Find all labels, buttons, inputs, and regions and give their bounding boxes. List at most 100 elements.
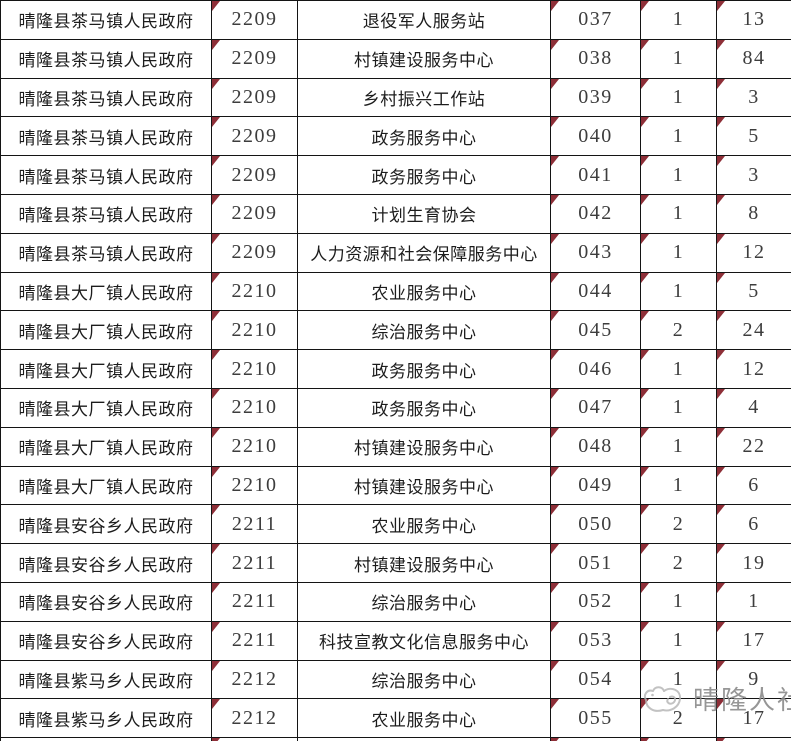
- table-row: 晴隆县紫马乡人民政府 2212 综治服务中心 054 1 9: [0, 659, 791, 700]
- count-a-cell: 1: [640, 38, 717, 79]
- count-a-cell: 1: [640, 0, 717, 40]
- agency-code-cell: 2209: [211, 77, 298, 118]
- unit-cell: 政务服务中心: [297, 387, 551, 428]
- agency-code-cell: 2211: [211, 504, 298, 545]
- count-a-cell: 1: [640, 193, 717, 234]
- count-b-cell: 3: [716, 77, 791, 118]
- agency-code-cell: 2209: [211, 155, 298, 195]
- table-row: 晴隆县安谷乡人民政府 2211 村镇建设服务中心 051 2 19: [0, 543, 791, 583]
- table-row: 晴隆县茶马镇人民政府 2209 政务服务中心 041 1 3: [0, 155, 791, 195]
- agency-code-cell: 2212: [211, 659, 298, 700]
- unit-cell: 计划生育协会: [297, 193, 551, 234]
- agency-code-cell: 2211: [211, 620, 298, 661]
- agency-code-cell: 2210: [211, 349, 298, 389]
- agency-code-cell: 2209: [211, 193, 298, 234]
- count-b-cell: 84: [716, 38, 791, 79]
- count-a-cell: [640, 737, 717, 741]
- count-a-cell: 2: [640, 698, 717, 739]
- unit-cell: 政务服务中心: [297, 349, 551, 389]
- agency-code-cell: [211, 737, 298, 741]
- count-a-cell: 2: [640, 504, 717, 545]
- count-b-cell: 24: [716, 310, 791, 351]
- table-row: 晴隆县安谷乡人民政府 2211 农业服务中心 050 2 6: [0, 504, 791, 545]
- next-row-sliver: [0, 737, 791, 741]
- agency-cell: 晴隆县大厂镇人民政府: [0, 387, 212, 428]
- agency-code-cell: 2210: [211, 310, 298, 351]
- unit-cell: 政务服务中心: [297, 116, 551, 157]
- count-b-cell: 8: [716, 193, 791, 234]
- agency-cell: 晴隆县茶马镇人民政府: [0, 193, 212, 234]
- agency-cell: 晴隆县茶马镇人民政府: [0, 0, 212, 40]
- agency-code-cell: 2209: [211, 232, 298, 273]
- unit-cell: 退役军人服务站: [297, 0, 551, 40]
- count-a-cell: 1: [640, 116, 717, 157]
- count-a-cell: 1: [640, 349, 717, 389]
- agency-cell: 晴隆县茶马镇人民政府: [0, 232, 212, 273]
- table-row: 晴隆县大厂镇人民政府 2210 村镇建设服务中心 049 1 6: [0, 465, 791, 506]
- unit-code-cell: 053: [550, 620, 641, 661]
- table-row: 晴隆县大厂镇人民政府 2210 政务服务中心 046 1 12: [0, 349, 791, 389]
- count-b-cell: 6: [716, 504, 791, 545]
- unit-code-cell: 038: [550, 38, 641, 79]
- count-b-cell: 17: [716, 698, 791, 739]
- unit-code-cell: 044: [550, 271, 641, 312]
- unit-code-cell: 046: [550, 349, 641, 389]
- unit-code-cell: 055: [550, 698, 641, 739]
- agency-cell: 晴隆县紫马乡人民政府: [0, 698, 212, 739]
- table-row: 晴隆县安谷乡人民政府 2211 科技宣教文化信息服务中心 053 1 17: [0, 620, 791, 661]
- count-b-cell: 3: [716, 155, 791, 195]
- agency-code-cell: 2209: [211, 116, 298, 157]
- count-a-cell: 1: [640, 659, 717, 700]
- agency-cell: 晴隆县大厂镇人民政府: [0, 426, 212, 467]
- table-row: 晴隆县紫马乡人民政府 2212 农业服务中心 055 2 17: [0, 698, 791, 739]
- unit-code-cell: 050: [550, 504, 641, 545]
- count-a-cell: 1: [640, 271, 717, 312]
- unit-code-cell: 052: [550, 581, 641, 622]
- agency-cell: 晴隆县茶马镇人民政府: [0, 116, 212, 157]
- count-a-cell: 1: [640, 387, 717, 428]
- count-b-cell: 1: [716, 581, 791, 622]
- table-row: 晴隆县茶马镇人民政府 2209 退役军人服务站 037 1 13: [0, 0, 791, 40]
- unit-code-cell: 051: [550, 543, 641, 583]
- agency-cell: 晴隆县大厂镇人民政府: [0, 310, 212, 351]
- count-a-cell: 1: [640, 77, 717, 118]
- agency-code-cell: 2210: [211, 426, 298, 467]
- table-row: 晴隆县茶马镇人民政府 2209 村镇建设服务中心 038 1 84: [0, 38, 791, 79]
- count-b-cell: 22: [716, 426, 791, 467]
- agency-code-cell: 2210: [211, 271, 298, 312]
- unit-cell: 农业服务中心: [297, 271, 551, 312]
- table-row: 晴隆县茶马镇人民政府 2209 计划生育协会 042 1 8: [0, 193, 791, 234]
- unit-code-cell: 049: [550, 465, 641, 506]
- count-b-cell: [716, 737, 791, 741]
- count-a-cell: 1: [640, 465, 717, 506]
- count-b-cell: 5: [716, 116, 791, 157]
- count-b-cell: 9: [716, 659, 791, 700]
- agency-cell: 晴隆县茶马镇人民政府: [0, 155, 212, 195]
- agency-cell: 晴隆县茶马镇人民政府: [0, 38, 212, 79]
- table-row: 晴隆县茶马镇人民政府 2209 乡村振兴工作站 039 1 3: [0, 77, 791, 118]
- count-b-cell: 13: [716, 0, 791, 40]
- unit-code-cell: 054: [550, 659, 641, 700]
- agency-cell: [0, 737, 212, 741]
- unit-cell: 村镇建设服务中心: [297, 426, 551, 467]
- unit-code-cell: 048: [550, 426, 641, 467]
- count-b-cell: 17: [716, 620, 791, 661]
- table-row: 晴隆县大厂镇人民政府 2210 政务服务中心 047 1 4: [0, 387, 791, 428]
- clipped-row: [0, 737, 791, 741]
- unit-cell: 综治服务中心: [297, 659, 551, 700]
- agency-code-cell: 2209: [211, 38, 298, 79]
- unit-code-cell: 047: [550, 387, 641, 428]
- unit-cell: 村镇建设服务中心: [297, 543, 551, 583]
- count-a-cell: 1: [640, 620, 717, 661]
- count-b-cell: 5: [716, 271, 791, 312]
- agency-code-cell: 2211: [211, 543, 298, 583]
- unit-cell: 综治服务中心: [297, 581, 551, 622]
- unit-cell: 农业服务中心: [297, 698, 551, 739]
- unit-code-cell: 039: [550, 77, 641, 118]
- count-a-cell: 1: [640, 581, 717, 622]
- unit-code-cell: 040: [550, 116, 641, 157]
- unit-cell: 农业服务中心: [297, 504, 551, 545]
- count-b-cell: 19: [716, 543, 791, 583]
